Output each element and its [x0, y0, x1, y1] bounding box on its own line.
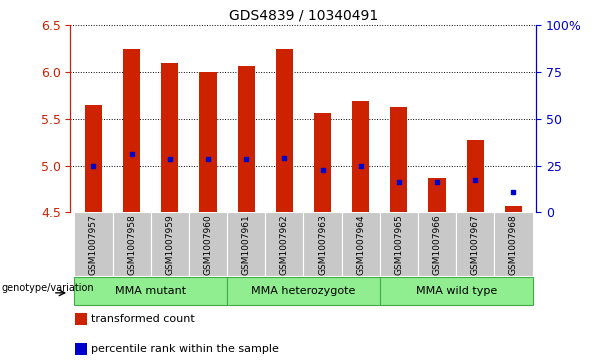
- Bar: [314, 113, 331, 212]
- Bar: [75, 313, 87, 325]
- Bar: [74, 277, 227, 305]
- Text: GSM1007962: GSM1007962: [280, 214, 289, 275]
- Bar: [380, 212, 418, 276]
- Bar: [276, 49, 293, 212]
- Text: MMA heterozygote: MMA heterozygote: [251, 286, 356, 296]
- Bar: [390, 107, 408, 212]
- Text: GSM1007968: GSM1007968: [509, 214, 518, 275]
- Bar: [352, 101, 369, 212]
- Bar: [428, 178, 446, 212]
- Bar: [494, 212, 533, 276]
- Title: GDS4839 / 10340491: GDS4839 / 10340491: [229, 9, 378, 23]
- Text: MMA wild type: MMA wild type: [416, 286, 497, 296]
- Bar: [199, 72, 216, 212]
- Text: GSM1007958: GSM1007958: [127, 214, 136, 275]
- Bar: [113, 212, 151, 276]
- Bar: [161, 63, 178, 212]
- Bar: [75, 343, 87, 355]
- Text: percentile rank within the sample: percentile rank within the sample: [91, 344, 280, 354]
- Text: GSM1007966: GSM1007966: [433, 214, 441, 275]
- Text: GSM1007957: GSM1007957: [89, 214, 98, 275]
- Bar: [303, 212, 341, 276]
- Text: GSM1007967: GSM1007967: [471, 214, 480, 275]
- Bar: [265, 212, 303, 276]
- Bar: [505, 206, 522, 212]
- Text: GSM1007964: GSM1007964: [356, 214, 365, 275]
- Text: GSM1007960: GSM1007960: [204, 214, 213, 275]
- Text: MMA mutant: MMA mutant: [115, 286, 186, 296]
- Bar: [189, 212, 227, 276]
- Bar: [74, 212, 113, 276]
- Text: GSM1007965: GSM1007965: [394, 214, 403, 275]
- Bar: [466, 140, 484, 212]
- Bar: [151, 212, 189, 276]
- Bar: [418, 212, 456, 276]
- Bar: [85, 105, 102, 212]
- Text: GSM1007959: GSM1007959: [166, 214, 174, 275]
- Bar: [341, 212, 380, 276]
- Text: GSM1007963: GSM1007963: [318, 214, 327, 275]
- Bar: [456, 212, 494, 276]
- Text: genotype/variation: genotype/variation: [1, 283, 94, 293]
- Text: GSM1007961: GSM1007961: [242, 214, 251, 275]
- Bar: [123, 49, 140, 212]
- Bar: [238, 66, 255, 212]
- Text: transformed count: transformed count: [91, 314, 195, 324]
- Bar: [227, 212, 265, 276]
- Bar: [227, 277, 380, 305]
- Bar: [380, 277, 533, 305]
